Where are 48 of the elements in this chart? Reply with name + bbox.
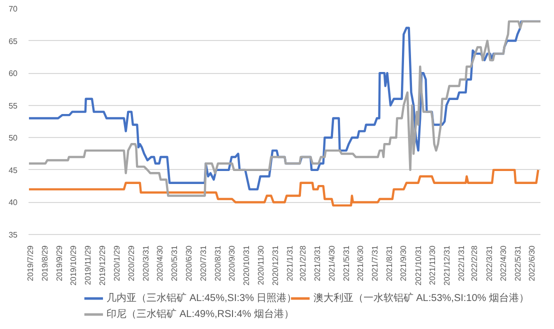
x-tick-label: 2020/11/30 (256, 244, 266, 285)
x-tick-label: 2022/5/31 (513, 244, 522, 282)
y-tick-label: 40 (8, 198, 18, 208)
x-tick-label: 2022/2/28 (470, 244, 480, 282)
x-tick-label: 2021/12/31 (442, 244, 452, 286)
legend-label: 澳大利亚（一水软铝矿 AL:53%,SI:10% 烟台港） (313, 292, 529, 304)
y-tick-label: 60 (8, 69, 18, 78)
x-tick-label: 2020/7/31 (198, 244, 208, 282)
x-tick-label: 2019/12/29 (98, 244, 107, 286)
line-series (28, 168, 540, 207)
y-tick-label: 50 (8, 134, 18, 143)
x-tick-label: 2021/11/30 (428, 244, 437, 285)
y-tick-label: 55 (8, 101, 18, 110)
x-tick-label: 2021/7/31 (370, 244, 380, 282)
x-tick-label: 2020/8/31 (213, 244, 222, 282)
x-tick-label: 2020/4/30 (156, 244, 165, 282)
x-tick-label: 2021/8/31 (385, 244, 394, 282)
x-tick-label: 2021/4/30 (327, 244, 336, 282)
x-tick-label: 2022/1/31 (457, 244, 466, 282)
x-tick-label: 2021/2/28 (298, 244, 308, 282)
x-tick-label: 2020/12/31 (270, 244, 280, 286)
x-tick-label: 2020/5/31 (170, 244, 180, 282)
x-tick-label: 2022/6/30 (528, 244, 537, 282)
x-tick-label: 2019/8/29 (40, 244, 50, 282)
legend-label: 印尼（三水铝矿 AL:49%,RSI:4% 烟台港） (106, 308, 294, 320)
x-tick-label: 2021/3/31 (313, 244, 322, 282)
x-tick-label: 2021/1/31 (285, 244, 294, 282)
x-tick-label: 2021/9/30 (399, 244, 408, 282)
y-tick-label: 65 (8, 36, 18, 46)
x-tick-label: 2019/9/29 (55, 244, 64, 282)
legend-label: 几内亚（三水铝矿 AL:45%,SI:3% 日照港） (106, 292, 297, 304)
x-tick-label: 2020/6/30 (184, 244, 194, 282)
x-tick-label: 2019/7/29 (26, 244, 35, 282)
x-tick-label: 2020/1/29 (112, 244, 122, 282)
x-tick-label: 2022/4/30 (498, 244, 508, 282)
x-tick-label: 2021/6/30 (356, 244, 365, 282)
x-tick-label: 2021/10/31 (414, 244, 423, 286)
x-tick-label: 2019/10/29 (69, 244, 78, 286)
x-tick-label: 2020/2/29 (126, 244, 136, 282)
x-tick-label: 2022/3/31 (484, 244, 494, 282)
x-tick-label: 2020/9/30 (228, 244, 237, 282)
y-tick-label: 45 (8, 166, 18, 175)
x-tick-label: 2021/5/31 (342, 244, 351, 282)
y-tick-label: 70 (8, 4, 18, 14)
x-tick-label: 2020/3/31 (142, 244, 151, 282)
x-tick-label: 2019/11/29 (84, 244, 93, 285)
x-tick-label: 2020/10/31 (242, 244, 252, 286)
y-tick-label: 35 (8, 230, 18, 240)
